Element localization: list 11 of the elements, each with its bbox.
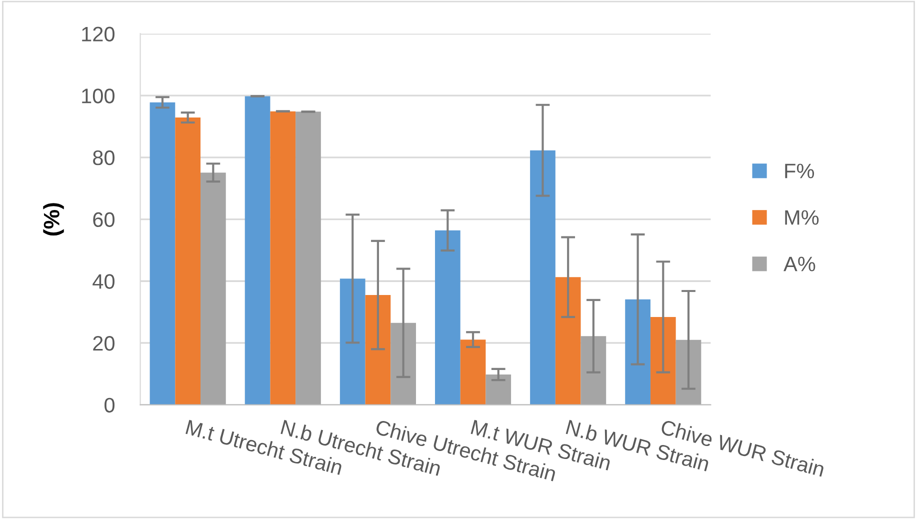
y-tick-label: 60 bbox=[93, 212, 114, 228]
legend-label: F% bbox=[785, 164, 814, 178]
y-tick-label: 0 bbox=[104, 398, 114, 413]
y-tick-label: 120 bbox=[82, 26, 114, 42]
y-tick-label: 20 bbox=[93, 336, 114, 351]
y-axis-title: (%) bbox=[43, 203, 64, 236]
y-tick-label: 100 bbox=[82, 88, 114, 104]
y-tick-label: 40 bbox=[92, 274, 114, 289]
legend-label: A% bbox=[784, 256, 816, 272]
legend-label: M% bbox=[785, 210, 819, 225]
y-tick-label: 80 bbox=[93, 150, 114, 166]
